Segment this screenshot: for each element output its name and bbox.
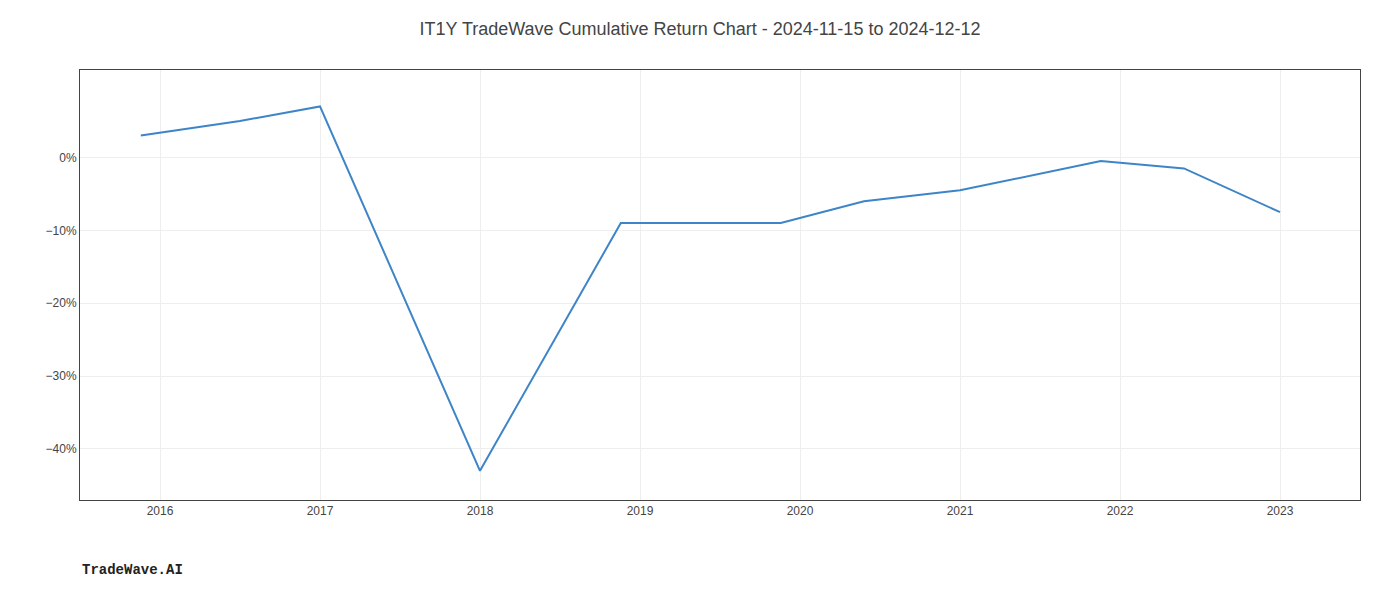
svg-text:2017: 2017 [307, 504, 334, 518]
svg-text:2016: 2016 [147, 504, 174, 518]
svg-text:2020: 2020 [787, 504, 814, 518]
svg-text:2019: 2019 [627, 504, 654, 518]
svg-text:2023: 2023 [1267, 504, 1294, 518]
svg-text:TradeWave.AI: TradeWave.AI [82, 562, 183, 578]
svg-text:2018: 2018 [467, 504, 494, 518]
svg-text:IT1Y TradeWave Cumulative Retu: IT1Y TradeWave Cumulative Return Chart -… [420, 19, 981, 39]
svg-text:2022: 2022 [1107, 504, 1134, 518]
svg-text:0%: 0% [59, 151, 77, 165]
svg-text:−40%: −40% [46, 442, 77, 456]
svg-text:2021: 2021 [947, 504, 974, 518]
svg-text:−20%: −20% [46, 296, 77, 310]
svg-text:−30%: −30% [46, 369, 77, 383]
svg-text:−10%: −10% [46, 224, 77, 238]
